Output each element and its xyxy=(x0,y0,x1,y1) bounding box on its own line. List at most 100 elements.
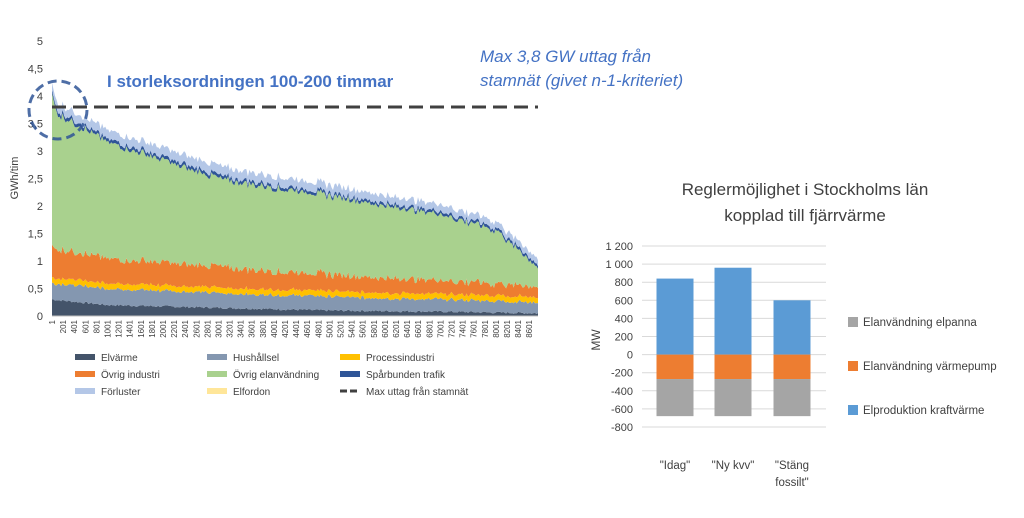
bar-segment xyxy=(714,379,752,417)
right-y-tick: 0 xyxy=(627,350,633,362)
left-x-tick: 7201 xyxy=(448,319,457,337)
bar-segment xyxy=(714,354,752,380)
right-legend-item: Elanvändning elpanna xyxy=(848,317,977,329)
legend-swatch xyxy=(848,405,858,415)
legend-item: Förluster xyxy=(75,387,141,398)
left-x-tick: 8201 xyxy=(503,319,512,337)
legend-swatch xyxy=(207,354,227,360)
legend-item: Elvärme xyxy=(75,353,138,364)
left-x-tick: 5001 xyxy=(325,319,334,337)
left-x-tick: 3001 xyxy=(215,319,224,337)
left-y-tick: 3,5 xyxy=(28,119,43,131)
right-title-line1: Reglermöjlighet i Stockholms län xyxy=(682,180,929,199)
left-x-tick: 8601 xyxy=(525,319,534,337)
right-legend-item: Elanvändning värmepump xyxy=(848,361,997,373)
bar-segment xyxy=(773,300,811,355)
left-x-tick: 5601 xyxy=(359,319,368,337)
left-x-tick: 6401 xyxy=(403,319,412,337)
max-annotation-line2: stamnät (givet n-1-kriteriet) xyxy=(480,71,683,90)
legend-swatch xyxy=(75,388,95,394)
right-bars xyxy=(656,267,811,417)
legend-label: Max uttag från stamnät xyxy=(366,386,468,398)
left-x-tick: 601 xyxy=(81,319,90,333)
legend-label: Elvärme xyxy=(101,353,138,364)
area-övrig-elanvändning xyxy=(52,93,538,289)
left-x-tick: 7801 xyxy=(481,319,490,337)
left-x-tick: 2401 xyxy=(181,319,190,337)
legend-swatch xyxy=(848,361,858,371)
legend-item: Elfordon xyxy=(207,387,270,398)
left-y-tick: 4,5 xyxy=(28,64,43,76)
left-x-tick: 1801 xyxy=(148,319,157,337)
area-hushållsel xyxy=(52,282,538,314)
legend-swatch xyxy=(340,354,360,360)
left-y-tick: 5 xyxy=(37,36,43,48)
right-y-tick: -400 xyxy=(611,386,633,398)
right-y-tick: 200 xyxy=(615,332,633,344)
right-y-tick: -200 xyxy=(611,368,633,380)
left-x-tick: 4001 xyxy=(270,319,279,337)
left-x-tick: 5401 xyxy=(348,319,357,337)
right-categories: "Idag" "Ny kvv" "Stäng fossilt" xyxy=(660,460,809,489)
left-x-tick: 7001 xyxy=(436,319,445,337)
peak-highlight-circle xyxy=(27,79,89,141)
legend-swatch xyxy=(75,371,95,377)
bar-segment xyxy=(656,278,694,355)
left-y-tick: 3 xyxy=(37,146,43,158)
legend-item: Övrig industri xyxy=(75,369,160,381)
left-x-tick: 2601 xyxy=(192,319,201,337)
left-x-tick: 6601 xyxy=(414,319,423,337)
left-x-tick: 3601 xyxy=(248,319,257,337)
bar-segment xyxy=(714,267,752,355)
bar-segment xyxy=(773,354,811,380)
legend-label: Övrig industri xyxy=(101,369,160,381)
legend-item: Max uttag från stamnät xyxy=(340,386,468,398)
legend-label: Elanvändning elpanna xyxy=(863,317,977,329)
right-y-axis-label: MW xyxy=(589,329,603,351)
left-x-tick: 1201 xyxy=(115,319,124,337)
area-processindustri xyxy=(52,277,538,304)
legend-swatch xyxy=(848,317,858,327)
max-annotation-line1: Max 3,8 GW uttag från xyxy=(480,47,651,66)
left-x-tick: 6001 xyxy=(381,319,390,337)
legend-swatch xyxy=(207,371,227,377)
left-y-tick: 1 xyxy=(37,256,43,268)
right-y-tick: 400 xyxy=(615,313,633,325)
left-y-tick: 0 xyxy=(37,311,43,323)
left-x-tick: 801 xyxy=(92,319,101,333)
left-stacked-areas xyxy=(52,82,538,316)
left-x-tick: 5801 xyxy=(370,319,379,337)
legend-label: Elproduktion kraftvärme xyxy=(863,405,984,417)
left-y-tick: 2 xyxy=(37,201,43,213)
category-label-line2: fossilt" xyxy=(775,477,808,489)
left-y-tick: 1,5 xyxy=(28,229,43,241)
area-elvärme xyxy=(52,299,538,316)
legend-item: Övrig elanvändning xyxy=(207,369,319,381)
legend-label: Hushållsel xyxy=(233,352,279,364)
left-x-tick: 3401 xyxy=(237,319,246,337)
left-y-tick: 2,5 xyxy=(28,174,43,186)
bar-segment xyxy=(656,379,694,417)
left-x-tick: 8001 xyxy=(492,319,501,337)
legend-item: Processindustri xyxy=(340,353,434,364)
legend-swatch xyxy=(75,354,95,360)
left-x-tick: 8401 xyxy=(514,319,523,337)
left-x-tick: 2801 xyxy=(203,319,212,337)
legend-label: Elanvändning värmepump xyxy=(863,361,997,373)
right-legend: Elanvändning elpanna Elanvändning värmepu… xyxy=(848,317,997,417)
category-label: "Stäng xyxy=(775,460,809,472)
left-x-tick: 1401 xyxy=(126,319,135,337)
right-y-tick: 1 200 xyxy=(605,241,633,253)
left-x-tick: 2001 xyxy=(159,319,168,337)
load-duration-chart: 00,511,522,533,544,55 1 201 401 601 801 1001 1… xyxy=(9,36,683,398)
left-x-tick: 201 xyxy=(59,319,68,333)
left-x-tick: 5201 xyxy=(337,319,346,337)
left-y-tick: 4 xyxy=(37,91,43,103)
right-title-line2: kopplad till fjärrvärme xyxy=(724,206,886,225)
left-x-tick: 4201 xyxy=(281,319,290,337)
right-y-tick: -600 xyxy=(611,404,633,416)
left-legend: Elvärme Hushållsel Processindustri Övrig in… xyxy=(75,352,468,398)
left-x-tick: 1 xyxy=(48,319,57,324)
bar-segment xyxy=(656,354,694,380)
